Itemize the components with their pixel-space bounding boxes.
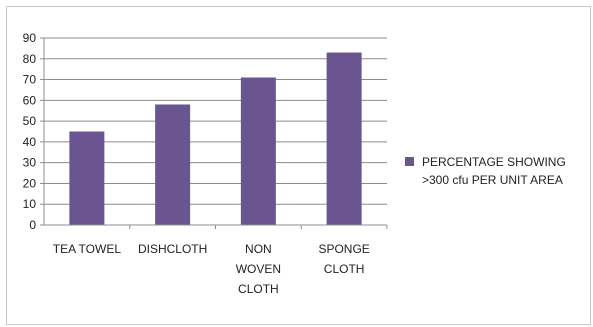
legend-label: PERCENTAGE SHOWING: [422, 155, 566, 169]
chart-frame: 0 10 20 30 40 50 60 70 80 90 TEA TOWEL DISHCLOTH NO…: [6, 6, 591, 325]
y-tick-label: 20: [23, 176, 37, 190]
y-tick-label: 90: [23, 31, 37, 45]
bar-chart: 0 10 20 30 40 50 60 70 80 90 TEA TOWEL DISHCLOTH NO…: [23, 31, 566, 296]
y-tick-label: 80: [23, 52, 37, 66]
x-tick-label: TEA TOWEL: [53, 242, 122, 256]
legend-label: >300 cfu PER UNIT AREA: [422, 173, 563, 187]
bar: [69, 131, 105, 225]
y-tick-label: 70: [23, 73, 37, 87]
x-tick-label: WOVEN: [236, 262, 281, 276]
y-tick-label: 60: [23, 93, 37, 107]
y-tick-label: 10: [23, 197, 37, 211]
x-tick-label: SPONGE: [318, 242, 369, 256]
y-tick-label: 40: [23, 135, 37, 149]
y-axis-ticks: 0 10 20 30 40 50 60 70 80 90: [23, 31, 45, 232]
bar: [326, 52, 362, 225]
legend: PERCENTAGE SHOWING >300 cfu PER UNIT AREA: [405, 155, 566, 187]
x-tick-label: NON: [245, 242, 272, 256]
x-tick-label: CLOTH: [324, 262, 365, 276]
y-tick-label: 50: [23, 114, 37, 128]
x-tick-label: CLOTH: [238, 282, 279, 296]
y-tick-label: 30: [23, 156, 37, 170]
bar: [155, 104, 191, 225]
legend-swatch: [405, 157, 414, 166]
x-axis-labels: TEA TOWEL DISHCLOTH NON WOVEN CLOTH SPONGE CLO…: [53, 225, 388, 296]
y-tick-label: 0: [29, 218, 36, 232]
bars: [69, 52, 362, 225]
bar: [240, 77, 276, 225]
x-tick-label: DISHCLOTH: [138, 242, 207, 256]
